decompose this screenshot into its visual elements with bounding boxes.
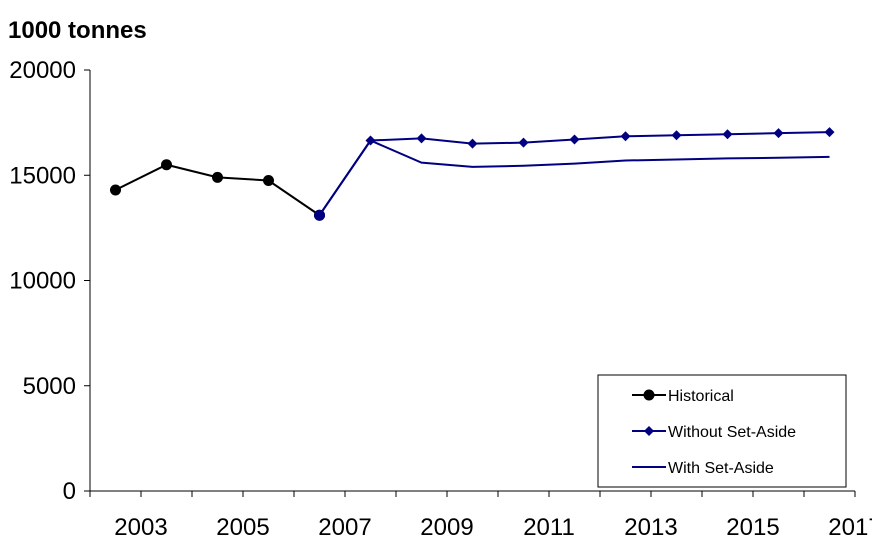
y-tick-label: 5000 [23, 373, 76, 400]
y-tick-label: 0 [63, 478, 76, 505]
x-tick-label: 2005 [216, 514, 269, 541]
data-point [110, 184, 121, 196]
legend-label: With Set-Aside [668, 460, 774, 477]
series-line-with-set-aside [318, 139, 830, 216]
x-tick-label: 2017 [828, 514, 872, 541]
series-line-without-set-aside [318, 131, 830, 216]
data-point [212, 171, 223, 183]
data-point [467, 138, 478, 149]
y-tick-label: 15000 [9, 162, 76, 189]
x-tick-label: 2015 [726, 514, 779, 541]
axes: 0 5000 10000 15000 20000 2003 2005 2007 2009 2011… [9, 57, 872, 541]
data-point [824, 127, 835, 138]
x-tick-label: 2009 [420, 514, 473, 541]
data-point [263, 175, 274, 187]
data-point [620, 131, 631, 142]
data-point [314, 209, 325, 221]
y-tick-label: 10000 [9, 268, 76, 295]
data-point [773, 128, 784, 139]
legend-label: Historical [668, 388, 734, 405]
data-point [161, 159, 172, 171]
legend-marker [644, 426, 654, 436]
data-point [671, 130, 682, 141]
y-tick-label: 20000 [9, 57, 76, 84]
data-point [416, 133, 427, 144]
x-tick-label: 2003 [114, 514, 167, 541]
data-point [722, 129, 733, 140]
legend: Historical Without Set-Aside With Set-Asid… [597, 374, 847, 488]
data-point [518, 137, 529, 148]
legend-label: Without Set-Aside [668, 424, 796, 441]
legend-marker [643, 389, 655, 401]
x-tick-label: 2013 [624, 514, 677, 541]
data-point [569, 134, 580, 145]
y-axis-label: 1000 tonnes [8, 17, 147, 44]
x-tick-label: 2007 [318, 514, 371, 541]
data-point [365, 135, 376, 146]
series-layer [110, 127, 835, 221]
x-tick-label: 2011 [523, 514, 575, 541]
